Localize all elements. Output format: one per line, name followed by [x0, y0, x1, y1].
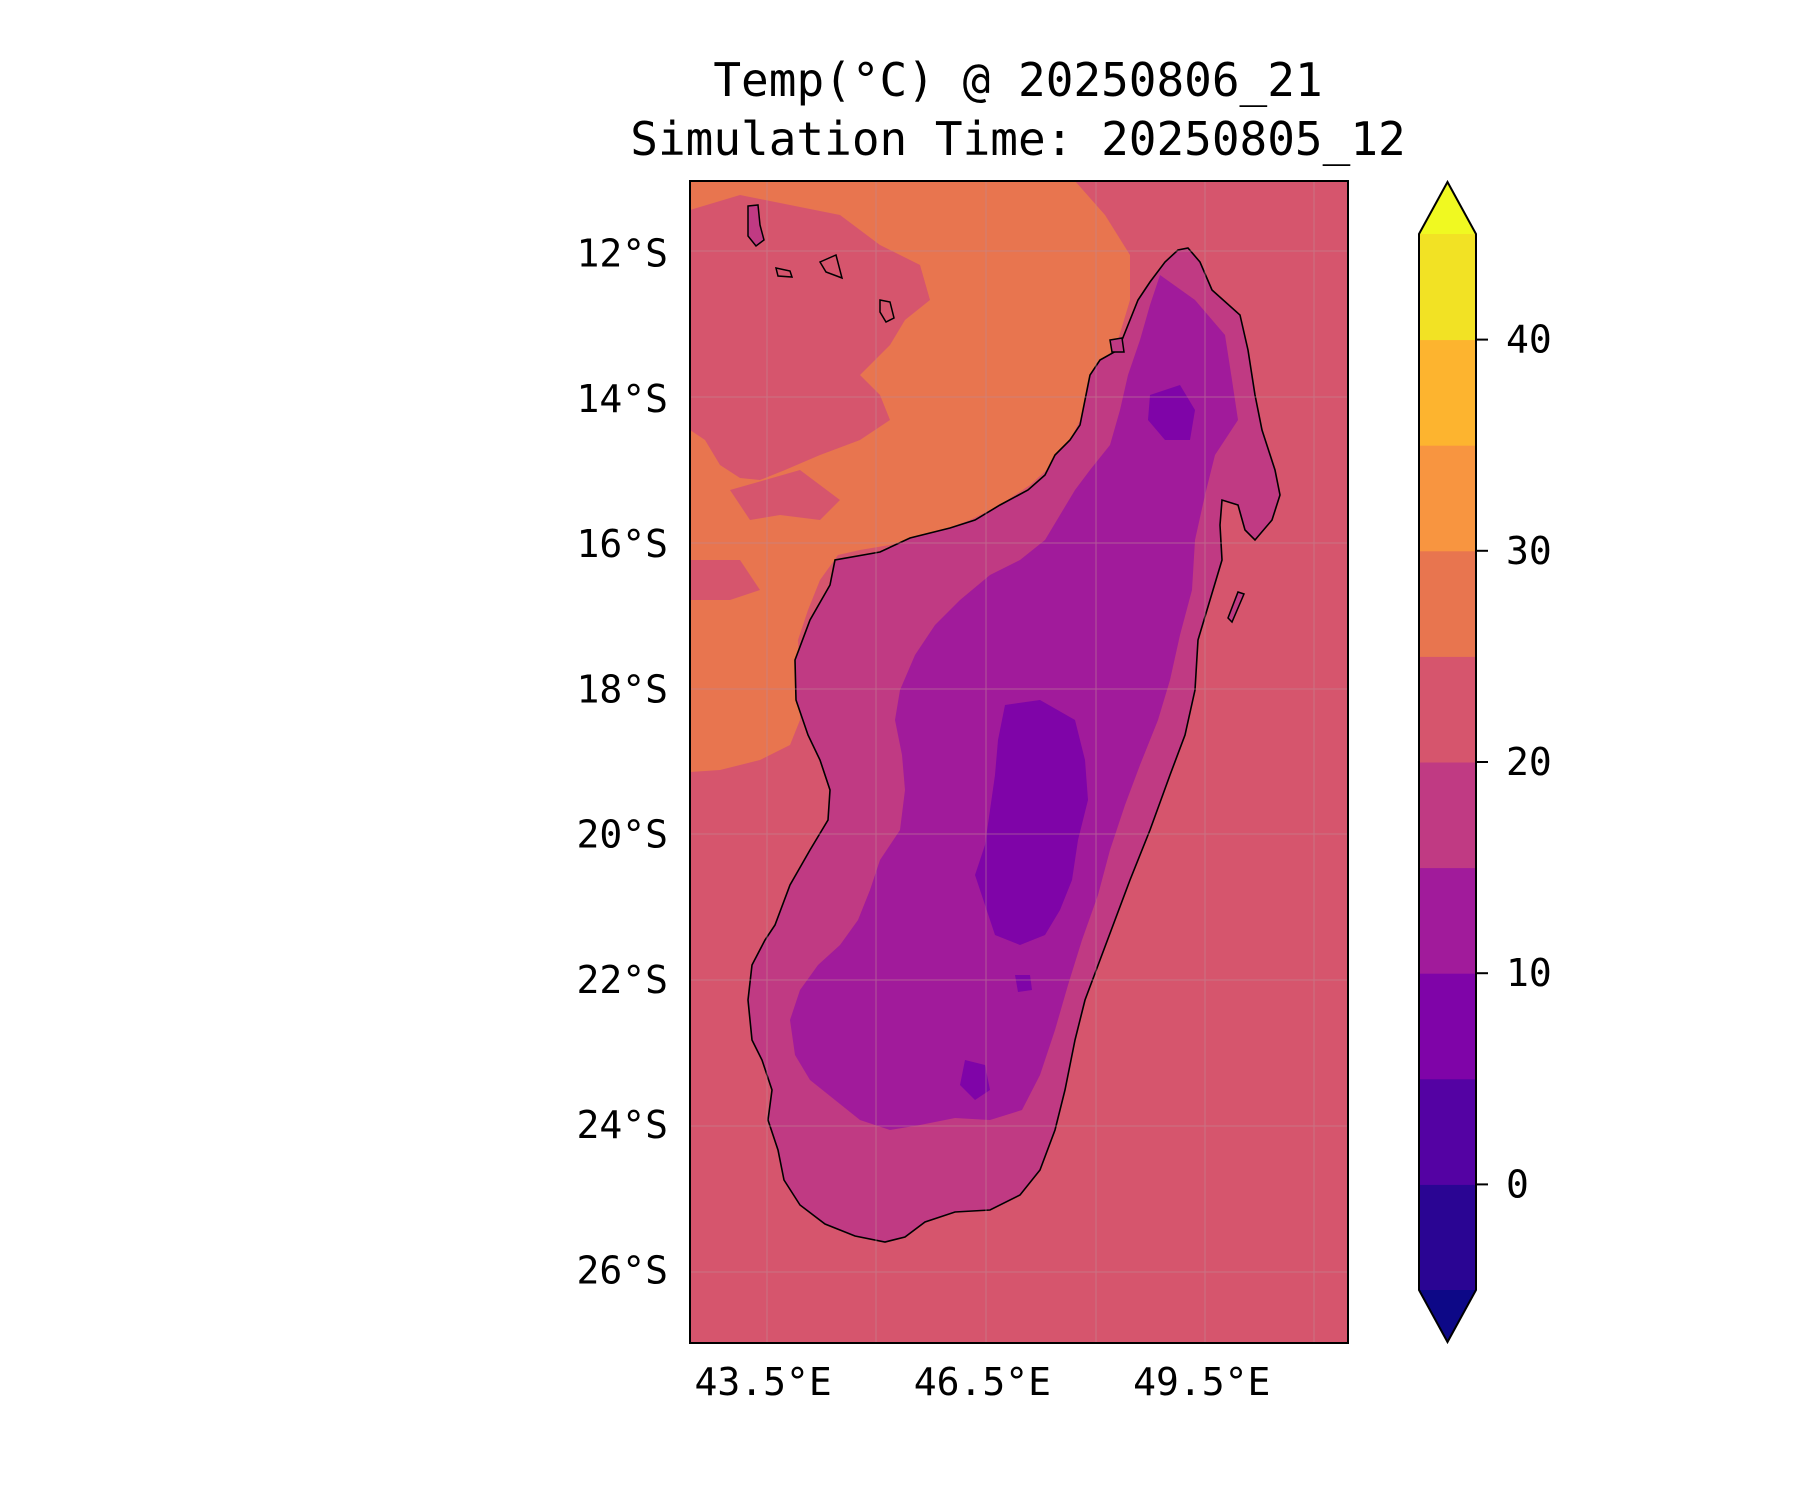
latitude-axis: 12°S 14°S 16°S 18°S 20°S 22°S 24°S 26°S [576, 232, 668, 1293]
colorbar-bin [1419, 1184, 1476, 1291]
colorbar-bin [1419, 867, 1476, 974]
colorbar-bin [1419, 445, 1476, 552]
longitude-axis: 43.5°E 46.5°E 49.5°E [694, 1360, 1270, 1404]
plateau-south [960, 1060, 990, 1100]
colorbar-extend-max [1419, 182, 1476, 234]
colorbar-bin [1419, 234, 1476, 341]
title-line-2: Simulation Time: 20250805_12 [630, 112, 1405, 166]
latitude-tick-label: 18°S [576, 667, 668, 711]
warm-water-corner [690, 560, 760, 600]
colorbar-tick-label: 0 [1506, 1162, 1529, 1206]
longitude-tick-label: 43.5°E [694, 1360, 831, 1404]
colorbar-bin [1419, 550, 1476, 657]
latitude-tick-label: 24°S [576, 1103, 668, 1147]
map-panel [690, 181, 1348, 1343]
latitude-tick-label: 22°S [576, 958, 668, 1002]
island-moheli [774, 267, 794, 278]
map-frame [689, 180, 1349, 1344]
plateau-region [975, 700, 1088, 945]
colorbar-bin [1419, 973, 1476, 1080]
colorbar-bin [1419, 762, 1476, 869]
longitude-tick-label: 49.5°E [1133, 1360, 1270, 1404]
colorbar-outline [1418, 179, 1477, 1345]
island-sainte-marie [1227, 591, 1246, 624]
latitude-tick-label: 16°S [576, 522, 668, 566]
colorbar-extend-min [1419, 1290, 1476, 1342]
colorbar-bin [1419, 656, 1476, 763]
island-mayotte [879, 299, 895, 323]
title-line-1: Temp(°C) @ 20250806_21 [713, 53, 1322, 107]
colorbar-tick-label: 20 [1506, 740, 1552, 784]
plateau-spot [1015, 975, 1032, 992]
colorbar: 0 10 20 30 40 [1418, 179, 1552, 1345]
latitude-tick-label: 12°S [576, 232, 668, 276]
colorbar-bin [1419, 1078, 1476, 1185]
colorbar-tick-label: 40 [1506, 318, 1552, 362]
island-nosy-be [1109, 337, 1125, 353]
latitude-tick-label: 26°S [576, 1248, 668, 1292]
latitude-tick-label: 14°S [576, 377, 668, 421]
island-grande-comore [747, 204, 765, 248]
colorbar-tick-label: 10 [1506, 951, 1552, 995]
longitude-tick-label: 46.5°E [914, 1360, 1051, 1404]
warm-water-patch [690, 195, 930, 480]
latitude-tick-label: 20°S [576, 813, 668, 857]
colorbar-tick-label: 30 [1506, 529, 1552, 573]
plateau-north [1148, 385, 1195, 440]
colorbar-bin [1419, 339, 1476, 446]
gridlines [690, 181, 1348, 1343]
warm-water-patch-2 [730, 470, 840, 520]
highland-region [790, 275, 1238, 1130]
island-anjouan [818, 253, 844, 280]
